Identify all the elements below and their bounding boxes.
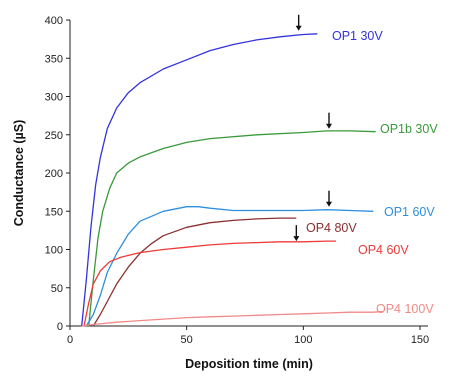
series-line-op1-30v: [81, 33, 318, 327]
series-label-op1b-30v: OP1b 30V: [380, 122, 438, 136]
axes: [69, 20, 428, 327]
x-tick-label: 50: [181, 334, 193, 346]
series-line-op4-100v: [81, 310, 383, 327]
arrow-marker: [326, 112, 332, 129]
series-label-op4-60v: OP4 60V: [358, 243, 409, 257]
series-line-op1b-30v: [88, 130, 376, 327]
y-tick-label: 350: [45, 53, 63, 65]
y-axis-title: Conductance (µS): [12, 120, 26, 227]
arrow-marker: [295, 14, 302, 31]
y-tick-label: 400: [45, 15, 63, 27]
series-line-op4-60v: [83, 240, 336, 327]
y-tick-label: 300: [45, 92, 63, 104]
arrow-marker: [326, 190, 332, 207]
y-tick-label: 0: [57, 321, 63, 333]
series-line-op1-60v: [85, 206, 374, 327]
x-ticks: 0 50 100 150: [67, 326, 429, 346]
series-lines: [81, 33, 383, 327]
x-tick-label: 0: [67, 334, 73, 346]
x-tick-label: 150: [411, 334, 429, 346]
y-ticks: 0 50 100 150 200 250 300 350 400: [45, 15, 70, 333]
arrow-markers: [293, 14, 332, 242]
series-label-op1-60v: OP1 60V: [384, 205, 435, 219]
x-tick-label: 100: [294, 334, 312, 346]
x-axis-title: Deposition time (min): [185, 357, 313, 371]
series-label-op1-30v: OP1 30V: [332, 29, 383, 43]
y-tick-label: 50: [51, 283, 63, 295]
y-tick-label: 200: [45, 168, 63, 180]
y-tick-label: 250: [45, 130, 63, 142]
arrow-marker: [293, 225, 300, 242]
series-label-op4-80v: OP4 80V: [306, 221, 357, 235]
y-tick-label: 150: [45, 206, 63, 218]
series-label-op4-100v: OP4 100V: [376, 302, 434, 316]
series-line-op4-80v: [92, 217, 297, 327]
y-tick-label: 100: [45, 245, 63, 257]
